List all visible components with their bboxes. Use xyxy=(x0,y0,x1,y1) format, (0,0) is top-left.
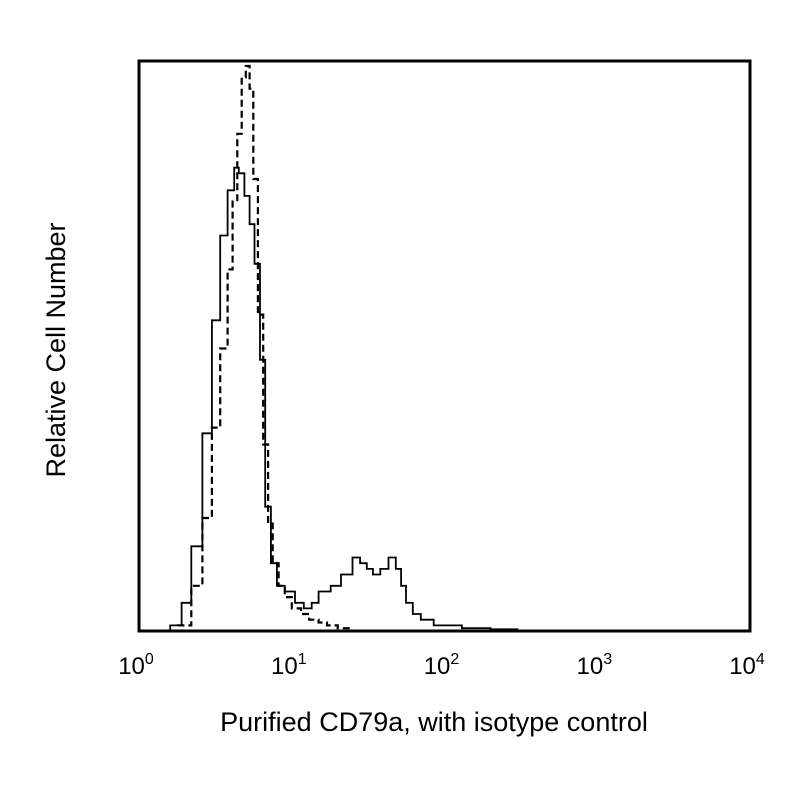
x-tick-label: 100 xyxy=(118,651,154,680)
x-tick-label: 104 xyxy=(729,651,765,680)
series-solid-line xyxy=(139,166,750,632)
plot-area xyxy=(137,59,752,633)
x-tick-label: 101 xyxy=(271,651,307,680)
y-axis-label: Relative Cell Number xyxy=(41,222,71,477)
x-tick-labels: 100 101 102 103 104 xyxy=(118,651,765,680)
series-dashed-line xyxy=(139,64,750,633)
plot-frame xyxy=(137,59,752,633)
x-tick-label: 102 xyxy=(424,651,460,680)
x-tick-label: 103 xyxy=(576,651,612,680)
x-axis-label: Purified CD79a, with isotype control xyxy=(220,707,648,737)
